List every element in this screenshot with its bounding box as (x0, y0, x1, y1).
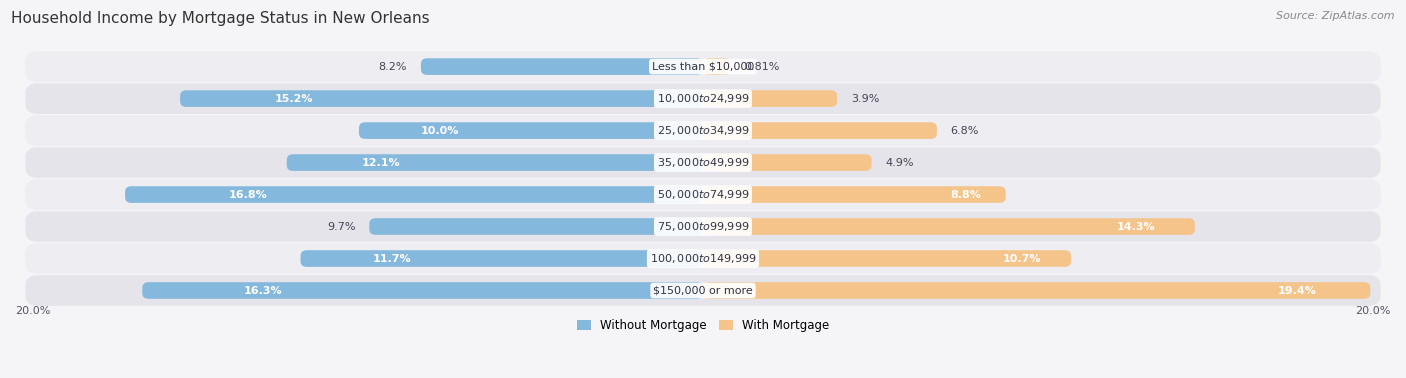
Text: 19.4%: 19.4% (1278, 285, 1317, 296)
Text: 3.9%: 3.9% (851, 94, 879, 104)
FancyBboxPatch shape (703, 186, 1005, 203)
Text: 4.9%: 4.9% (886, 158, 914, 167)
Text: $150,000 or more: $150,000 or more (654, 285, 752, 296)
FancyBboxPatch shape (420, 58, 703, 75)
Text: 10.0%: 10.0% (420, 125, 460, 136)
FancyBboxPatch shape (703, 250, 1071, 267)
Text: 12.1%: 12.1% (361, 158, 401, 167)
Text: 15.2%: 15.2% (274, 94, 312, 104)
FancyBboxPatch shape (287, 154, 703, 171)
Text: 20.0%: 20.0% (15, 306, 51, 316)
Text: $25,000 to $34,999: $25,000 to $34,999 (657, 124, 749, 137)
Text: 9.7%: 9.7% (328, 222, 356, 232)
Text: 11.7%: 11.7% (373, 254, 412, 263)
FancyBboxPatch shape (25, 115, 1381, 146)
FancyBboxPatch shape (703, 58, 731, 75)
FancyBboxPatch shape (370, 218, 703, 235)
FancyBboxPatch shape (142, 282, 703, 299)
Text: 16.8%: 16.8% (229, 189, 269, 200)
FancyBboxPatch shape (25, 147, 1381, 178)
Text: $100,000 to $149,999: $100,000 to $149,999 (650, 252, 756, 265)
Text: 14.3%: 14.3% (1116, 222, 1156, 232)
Text: 10.7%: 10.7% (1002, 254, 1042, 263)
Text: 6.8%: 6.8% (950, 125, 979, 136)
Text: 20.0%: 20.0% (1355, 306, 1391, 316)
FancyBboxPatch shape (703, 90, 837, 107)
FancyBboxPatch shape (125, 186, 703, 203)
Text: 8.8%: 8.8% (950, 189, 981, 200)
Text: 0.81%: 0.81% (745, 62, 780, 71)
Text: $50,000 to $74,999: $50,000 to $74,999 (657, 188, 749, 201)
FancyBboxPatch shape (359, 122, 703, 139)
FancyBboxPatch shape (25, 211, 1381, 242)
Text: Household Income by Mortgage Status in New Orleans: Household Income by Mortgage Status in N… (11, 11, 430, 26)
Text: Source: ZipAtlas.com: Source: ZipAtlas.com (1277, 11, 1395, 21)
FancyBboxPatch shape (25, 179, 1381, 210)
FancyBboxPatch shape (301, 250, 703, 267)
Text: Less than $10,000: Less than $10,000 (652, 62, 754, 71)
Text: 8.2%: 8.2% (378, 62, 408, 71)
FancyBboxPatch shape (703, 122, 936, 139)
FancyBboxPatch shape (25, 51, 1381, 82)
Text: $35,000 to $49,999: $35,000 to $49,999 (657, 156, 749, 169)
Text: $75,000 to $99,999: $75,000 to $99,999 (657, 220, 749, 233)
Text: 16.3%: 16.3% (243, 285, 281, 296)
FancyBboxPatch shape (25, 243, 1381, 274)
FancyBboxPatch shape (180, 90, 703, 107)
FancyBboxPatch shape (703, 282, 1371, 299)
Legend: Without Mortgage, With Mortgage: Without Mortgage, With Mortgage (572, 314, 834, 337)
FancyBboxPatch shape (25, 83, 1381, 114)
FancyBboxPatch shape (25, 275, 1381, 306)
Text: $10,000 to $24,999: $10,000 to $24,999 (657, 92, 749, 105)
FancyBboxPatch shape (703, 154, 872, 171)
FancyBboxPatch shape (703, 218, 1195, 235)
